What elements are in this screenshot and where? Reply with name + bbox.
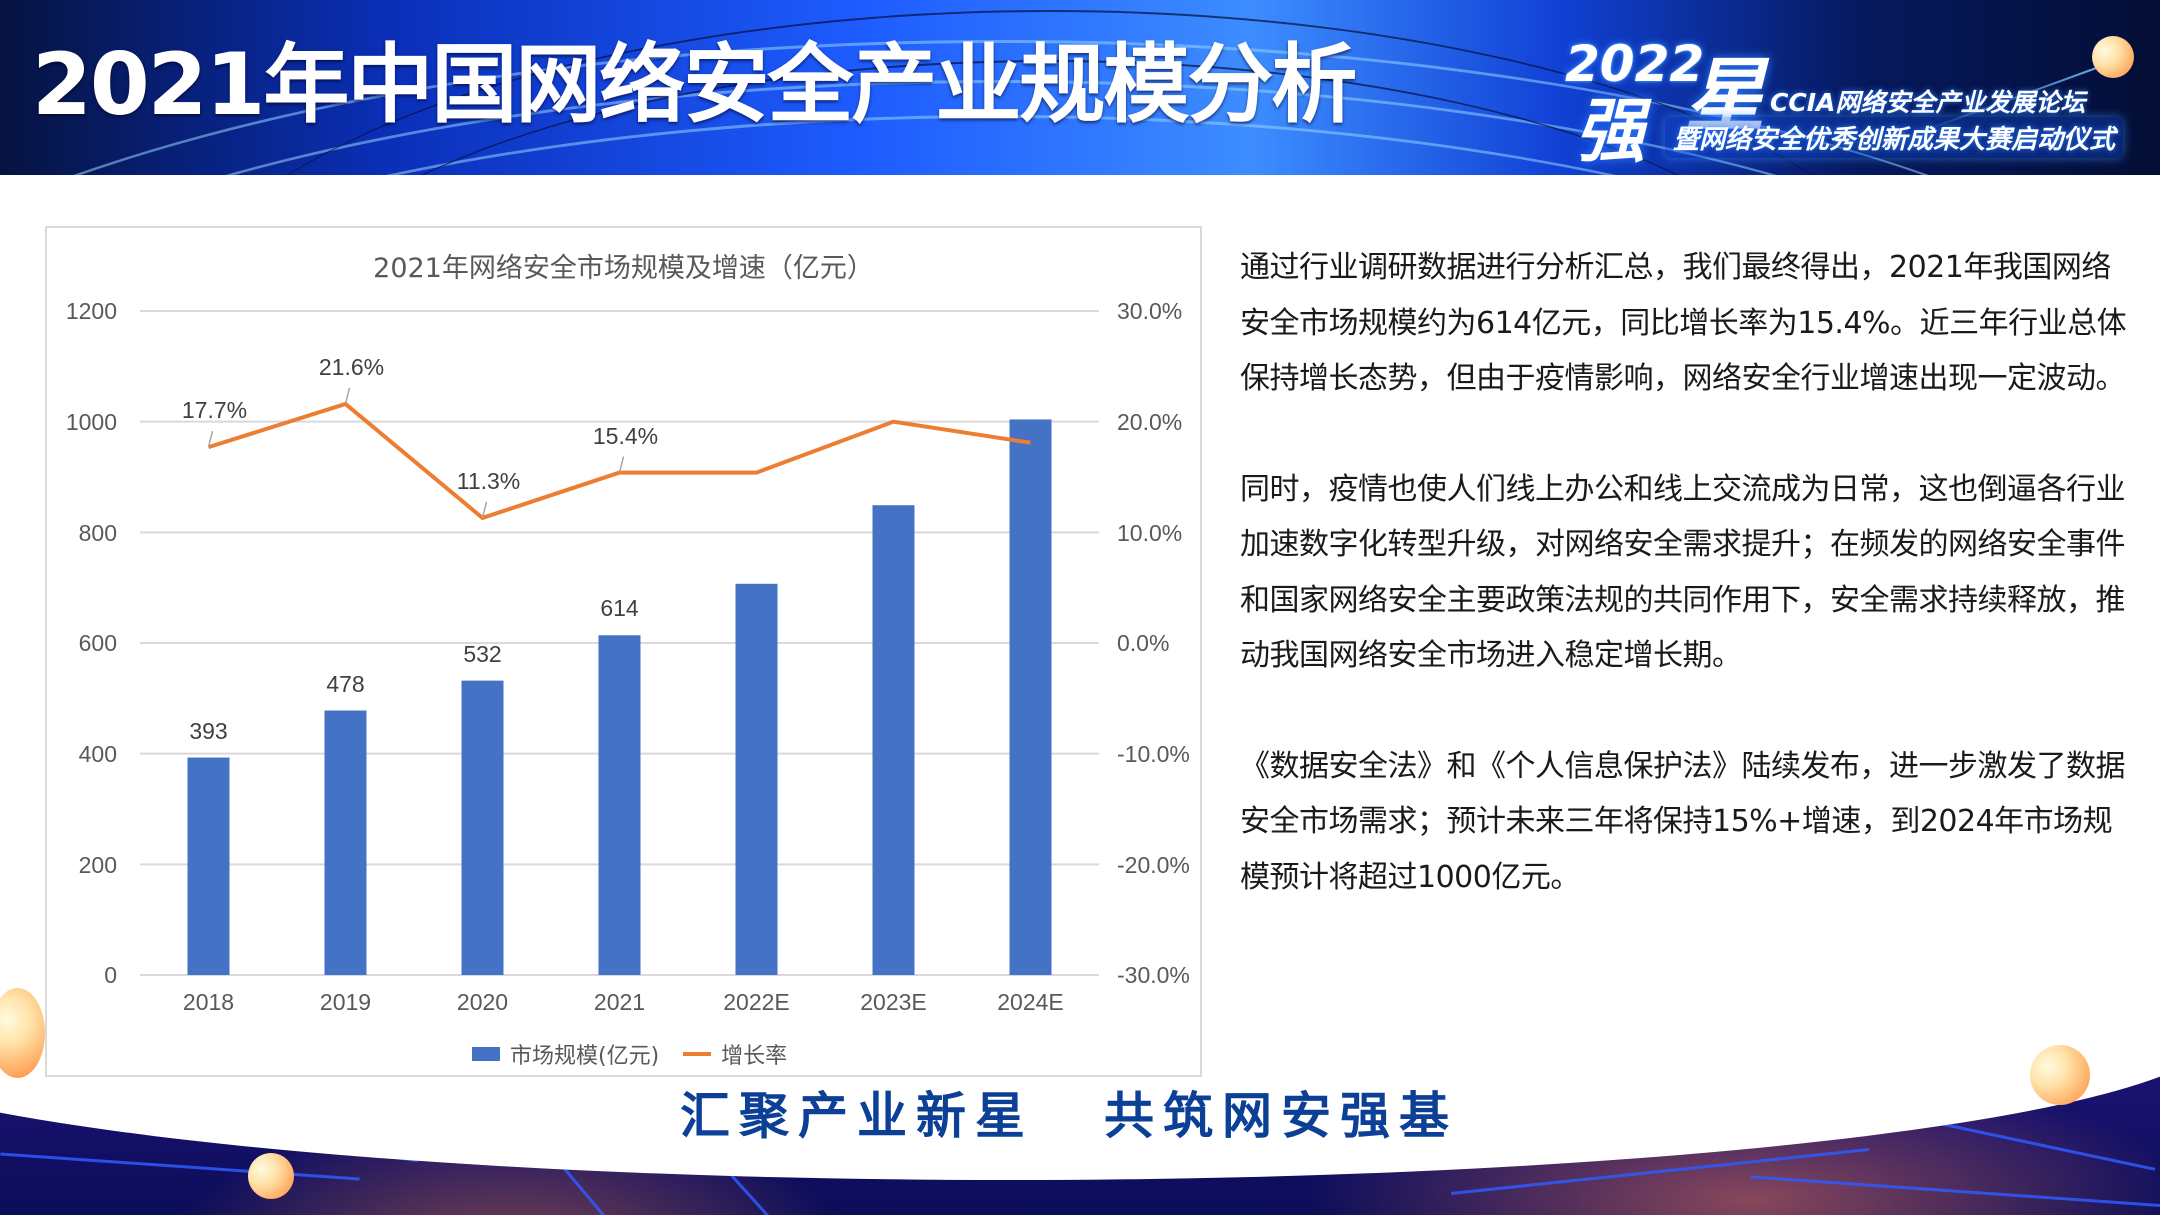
- slogan-left: 汇聚产业新星: [680, 1087, 1034, 1145]
- bar: [1009, 419, 1052, 975]
- logo-year: 2022: [1565, 35, 1705, 93]
- left-axis-tick: 0: [104, 962, 117, 988]
- chart-title: 2021年网络安全市场规模及增速（亿元）: [373, 253, 874, 284]
- bar: [187, 757, 230, 975]
- bar: [598, 635, 641, 975]
- paragraph-2: 同时，疫情也使人们线上办公和线上交流成为日常，这也倒逼各行业加速数字化转型升级，…: [1240, 471, 2126, 674]
- line-value-label: 17.7%: [181, 397, 248, 424]
- right-axis-tick: 20.0%: [1117, 409, 1183, 435]
- legend-label-line: 增长率: [721, 1044, 788, 1069]
- analysis-text: 通过行业调研数据进行分析汇总，我们最终得出，2021年我国网络安全市场规模约为6…: [1240, 240, 2130, 960]
- right-axis-tick: 0.0%: [1117, 630, 1170, 656]
- x-axis-tick: 2018: [182, 989, 235, 1015]
- leader-line: [618, 456, 625, 473]
- bar-value-label: 393: [189, 717, 228, 744]
- bar: [324, 710, 367, 975]
- decor-arc: [250, 60, 1850, 175]
- logo-line2: 暨网络安全优秀创新成果大赛启动仪式: [1665, 117, 2124, 158]
- bar-value-label: 614: [600, 595, 639, 622]
- bar: [872, 505, 915, 975]
- right-axis-tick: -30.0%: [1117, 962, 1190, 988]
- line-value-label: 21.6%: [318, 353, 385, 380]
- slogan: 汇聚产业新星 共筑网安强基: [680, 1076, 1458, 1148]
- bar: [461, 680, 504, 975]
- orb-decoration: [248, 1153, 294, 1199]
- orb-decoration: [0, 988, 45, 1078]
- orb-decoration: [2030, 1045, 2090, 1105]
- leader-line: [207, 430, 214, 448]
- paragraph-3: 《数据安全法》和《个人信息保护法》陆续发布，进一步激发了数据安全市场需求；预计未…: [1240, 748, 2126, 895]
- leader-line: [481, 501, 488, 519]
- combo-chart: 2021年网络安全市场规模及增速（亿元） 1200 1000 800 600 4…: [45, 226, 1202, 1077]
- x-axis-tick: 2022E: [723, 989, 790, 1015]
- left-axis-tick: 1000: [65, 409, 117, 435]
- logo-char-qiang: 强: [1575, 90, 1645, 172]
- bar-value-label: 532: [463, 640, 502, 667]
- chart-legend: 市场规模(亿元) 增长率: [472, 1038, 787, 1070]
- line-value-label: 11.3%: [456, 467, 521, 494]
- right-axis-tick: -10.0%: [1117, 741, 1190, 767]
- bar-value-label: 478: [326, 670, 365, 697]
- right-axis-tick: 30.0%: [1117, 298, 1183, 324]
- x-axis-tick: 2020: [456, 989, 509, 1015]
- leader-line: [344, 387, 351, 405]
- x-axis-tick: 2024E: [997, 989, 1064, 1015]
- left-axis-tick: 800: [78, 520, 117, 546]
- header-banner: 2021年中国网络安全产业规模分析 2022 星 强 CCIA网络安全产业发展论…: [0, 0, 2160, 175]
- page-title: 2021年中国网络安全产业规模分析: [32, 35, 1357, 135]
- logo-char-xing: 星: [1685, 49, 1765, 142]
- x-axis-tick: 2019: [319, 989, 372, 1015]
- right-axis-tick: 10.0%: [1117, 520, 1183, 546]
- left-axis-tick: 400: [78, 741, 117, 767]
- line-value-label: 15.4%: [592, 422, 659, 449]
- right-axis-tick: -20.0%: [1117, 852, 1190, 878]
- slogan-right: 共筑网安强基: [1104, 1087, 1458, 1145]
- left-axis-tick: 600: [78, 630, 117, 656]
- decor-arc: [150, 10, 1950, 175]
- bar: [735, 583, 778, 975]
- logo-line1: CCIA网络安全产业发展论坛: [1770, 88, 2086, 117]
- x-axis-tick: 2021: [593, 989, 646, 1015]
- left-axis-tick: 1200: [65, 298, 117, 324]
- event-logo: 2022 星 强 CCIA网络安全产业发展论坛 暨网络安全优秀创新成果大赛启动仪…: [1555, 35, 2124, 172]
- left-axis-tick: 200: [78, 852, 117, 878]
- paragraph-1: 通过行业调研数据进行分析汇总，我们最终得出，2021年我国网络安全市场规模约为6…: [1240, 250, 2127, 396]
- orb-decoration: [2092, 36, 2134, 78]
- x-axis-tick: 2023E: [860, 989, 927, 1015]
- plot-area: [140, 310, 1099, 976]
- legend-label-bar: 市场规模(亿元): [510, 1044, 660, 1069]
- legend-swatch-line: [683, 1052, 712, 1056]
- legend-swatch-bar: [472, 1047, 500, 1061]
